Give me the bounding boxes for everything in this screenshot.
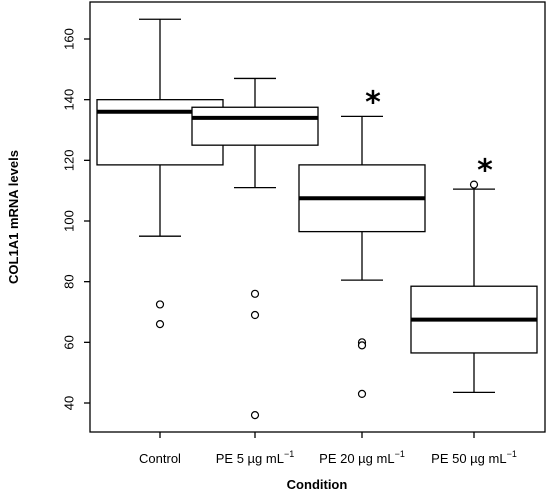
x-axis: Control PE 5 µg mL−1 PE 20 µg mL−1 PE 50 µg… — [139, 432, 517, 466]
box-group — [96, 18, 224, 329]
outlier-point — [357, 389, 367, 398]
significance-asterisk: * — [365, 85, 381, 120]
outlier-point — [469, 180, 479, 189]
x-tick-label: PE 50 µg mL−1 — [431, 449, 517, 466]
x-axis-title: Condition — [287, 477, 348, 492]
box-group — [191, 77, 319, 420]
y-tick-label: 120 — [62, 149, 77, 171]
box-group: * — [410, 154, 538, 394]
y-tick-label: 160 — [62, 28, 77, 50]
outlier-point — [250, 310, 260, 320]
x-tick-label: Control — [139, 451, 181, 466]
y-axis-title: COL1A1 mRNA levels — [6, 150, 21, 284]
plot-frame — [89, 1, 546, 433]
outlier-point — [357, 341, 367, 350]
x-tick-label: PE 5 µg mL−1 — [216, 449, 294, 466]
x-tick-label: PE 20 µg mL−1 — [319, 449, 405, 466]
y-tick-label: 40 — [62, 396, 77, 410]
y-tick-label: 140 — [62, 89, 77, 111]
outlier-point — [250, 411, 260, 420]
y-tick-label: 100 — [62, 210, 77, 232]
y-tick-label: 60 — [62, 335, 77, 349]
outlier-point — [250, 289, 260, 298]
significance-asterisk: * — [477, 154, 493, 189]
outlier-point — [155, 320, 165, 329]
box-group: * — [298, 85, 426, 398]
iqr-box — [191, 106, 319, 146]
outlier-point — [155, 300, 165, 309]
boxes-group: ** — [96, 18, 538, 420]
y-axis: 40 60 80 100 120 140 160 — [62, 28, 90, 410]
y-tick-label: 80 — [62, 274, 77, 288]
